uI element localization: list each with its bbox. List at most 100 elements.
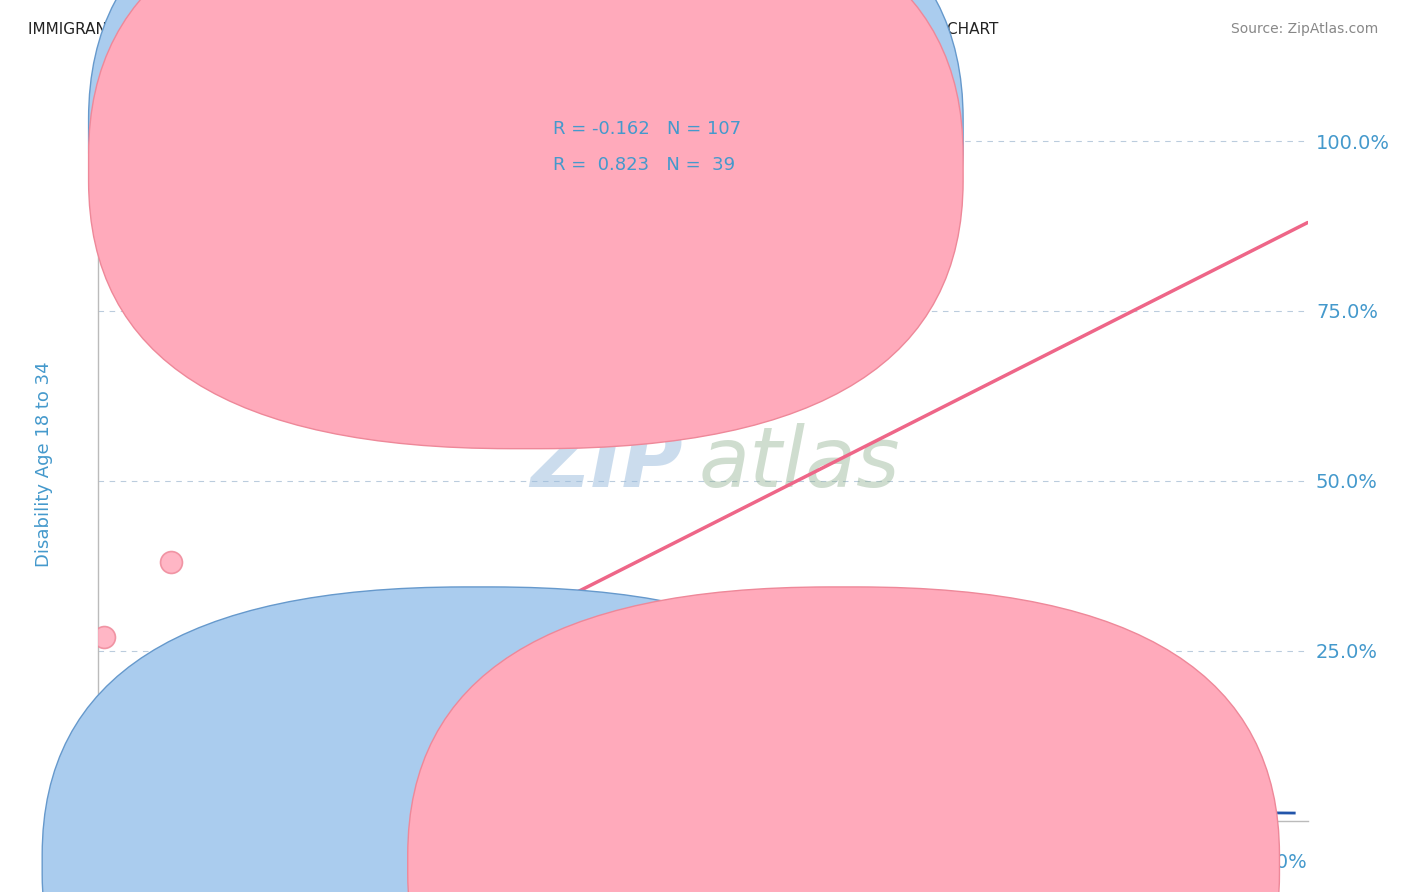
Point [131, 812, 153, 826]
Point [104, 800, 127, 814]
Point [934, 134, 956, 148]
Point [152, 789, 174, 804]
Point [505, 792, 527, 806]
Point [235, 761, 257, 775]
Point [120, 795, 142, 809]
Point [110, 807, 132, 822]
Point [586, 773, 609, 788]
Point [404, 805, 426, 819]
Point [121, 804, 143, 818]
Point [142, 783, 165, 797]
Point [505, 786, 527, 800]
Point [103, 798, 125, 813]
Point [170, 810, 193, 824]
Point [420, 789, 443, 804]
Point [129, 784, 152, 798]
Point [239, 802, 262, 816]
Point [153, 779, 176, 793]
Point [287, 777, 309, 791]
Point [305, 805, 328, 820]
Point [117, 808, 139, 822]
Point [204, 789, 226, 803]
Point [121, 813, 143, 827]
Point [270, 799, 292, 814]
Point [389, 657, 412, 672]
Point [195, 810, 218, 824]
Text: Immigrants from Trinidad and Tobago: Immigrants from Trinidad and Tobago [499, 855, 810, 873]
Point [114, 807, 136, 822]
Point [347, 781, 370, 796]
Text: Source: ZipAtlas.com: Source: ZipAtlas.com [1230, 22, 1378, 37]
Point [177, 813, 200, 827]
Point [1236, 806, 1258, 821]
Point [142, 811, 165, 825]
Point [93, 813, 115, 827]
Text: R =  0.823   N =  39: R = 0.823 N = 39 [553, 156, 735, 174]
Text: Disability Age 18 to 34: Disability Age 18 to 34 [35, 361, 53, 566]
Point [250, 808, 273, 822]
Point [146, 798, 169, 813]
Point [571, 691, 593, 706]
Point [433, 805, 456, 819]
Point [627, 797, 650, 812]
Point [103, 799, 125, 814]
Point [224, 791, 246, 805]
Text: 0.0%: 0.0% [98, 853, 148, 871]
Point [786, 777, 808, 791]
Point [101, 805, 124, 820]
Point [731, 789, 754, 804]
Point [93, 811, 115, 825]
Point [98, 795, 121, 809]
Point [579, 777, 602, 791]
Point [271, 780, 294, 795]
Point [257, 794, 280, 808]
Point [141, 808, 163, 822]
Point [121, 805, 143, 819]
Point [156, 800, 179, 814]
Point [198, 809, 221, 823]
Point [90, 806, 112, 821]
Point [228, 807, 250, 822]
Point [121, 813, 143, 827]
Point [245, 788, 267, 802]
Point [457, 799, 479, 814]
Point [1175, 806, 1198, 821]
Point [139, 797, 162, 812]
Text: atlas: atlas [699, 424, 901, 504]
Point [437, 803, 460, 817]
Point [94, 804, 117, 818]
Point [420, 804, 443, 818]
Point [160, 772, 183, 787]
Point [112, 807, 135, 822]
Point [103, 811, 125, 825]
Point [465, 787, 488, 801]
Point [233, 802, 256, 816]
Point [356, 806, 378, 821]
Point [370, 802, 392, 816]
Point [145, 813, 167, 827]
Point [194, 787, 217, 801]
Point [128, 796, 150, 810]
Point [166, 805, 188, 819]
Point [612, 801, 634, 815]
Text: R = -0.162   N = 107: R = -0.162 N = 107 [553, 120, 741, 138]
Point [495, 773, 517, 788]
Point [302, 810, 325, 824]
Point [90, 805, 112, 819]
Point [352, 805, 374, 819]
Point [479, 803, 502, 817]
Point [395, 790, 418, 805]
Point [141, 812, 163, 826]
Point [363, 806, 385, 821]
Point [115, 810, 138, 824]
Point [112, 811, 135, 825]
Point [821, 776, 844, 790]
Point [262, 811, 284, 825]
Point [195, 811, 218, 825]
Point [648, 783, 671, 797]
Point [259, 781, 281, 796]
Point [813, 705, 835, 719]
Point [100, 794, 122, 808]
Point [221, 664, 243, 678]
Point [91, 801, 114, 815]
